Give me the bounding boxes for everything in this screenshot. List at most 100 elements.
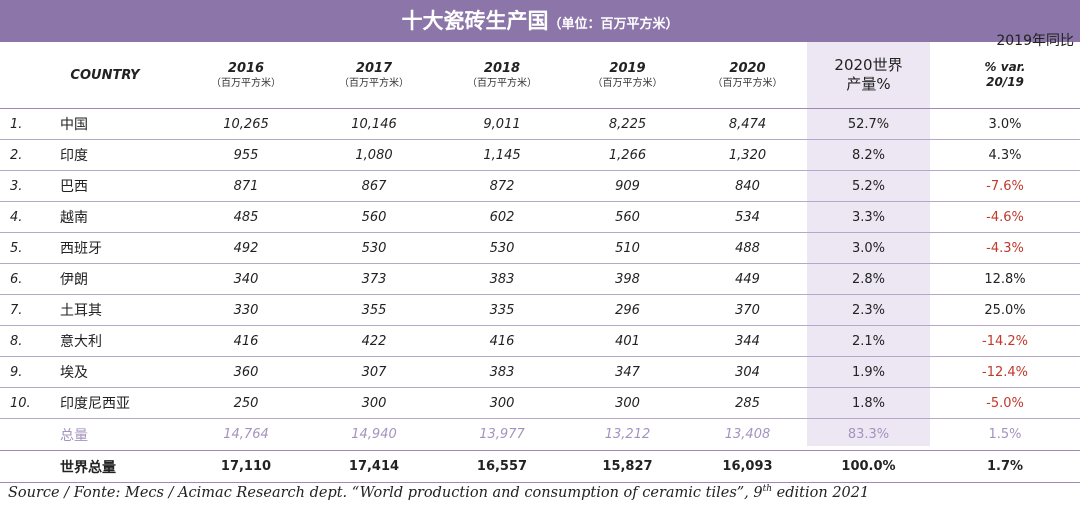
header-var-line1: % var. xyxy=(984,60,1026,74)
value-2020: 488 xyxy=(735,240,760,256)
value-2019: 909 xyxy=(615,178,640,194)
yoy-note: 2019年同比 xyxy=(996,33,1074,49)
table-row: 2. 印度 955 1,080 1,145 1,266 1,320 8.2% 4… xyxy=(0,140,1080,171)
country-name: 印度尼西亚 xyxy=(60,396,130,412)
rank: 2. xyxy=(10,147,23,163)
table-row: 9. 埃及 360 307 383 347 304 1.9% -12.4% xyxy=(0,357,1080,388)
country-name: 巴西 xyxy=(60,179,88,195)
yoy-var: 12.8% xyxy=(984,271,1026,287)
yoy-var: -4.3% xyxy=(986,240,1024,256)
value-2016: 360 xyxy=(233,364,259,380)
header-world-share-line1: 2020世界 xyxy=(834,56,903,74)
header-var-line2: 20/19 xyxy=(986,75,1024,89)
source-note: Source / Fonte: Mecs / Acimac Research d… xyxy=(8,484,869,501)
world-share: 2.8% xyxy=(851,271,886,287)
table-header: COUNTRY 2016 （百万平方米） 2017 （百万平方米） 2018 （… xyxy=(0,42,1080,109)
header-world-share-line2: 产量% xyxy=(846,75,891,93)
world-share: 1.9% xyxy=(851,364,886,380)
value-2019: 300 xyxy=(615,395,640,411)
value-2017: 355 xyxy=(361,302,387,318)
yoy-var: 25.0% xyxy=(984,302,1026,318)
value-2016: 340 xyxy=(233,271,259,287)
world-share-column-highlight xyxy=(807,42,930,446)
value-2016: 250 xyxy=(233,395,259,411)
value-2020: 449 xyxy=(735,271,760,287)
table-row: 4. 越南 485 560 602 560 534 3.3% -4.6% xyxy=(0,202,1080,233)
header-year-2019: 2019 （百万平方米） xyxy=(567,42,688,108)
world-total-label: 世界总量 xyxy=(60,459,116,476)
value-2018: 383 xyxy=(489,271,515,287)
header-year-label: 2016 xyxy=(227,60,265,76)
country-name: 中国 xyxy=(60,117,88,133)
value-2016: 485 xyxy=(233,209,259,225)
value-2020: 285 xyxy=(735,395,760,411)
yoy-var: -5.0% xyxy=(986,395,1024,411)
value-2018: 300 xyxy=(489,395,515,411)
table-title-unit: （单位：百万平方米） xyxy=(548,17,679,32)
value-2018: 335 xyxy=(489,302,515,318)
table-row: 10. 印度尼西亚 250 300 300 300 285 1.8% -5.0% xyxy=(0,388,1080,419)
value-2018: 9,011 xyxy=(483,116,521,132)
header-country: COUNTRY xyxy=(70,67,140,83)
header-year-label: 2020 xyxy=(729,60,766,76)
title-bar: 十大瓷砖生产国（单位：百万平方米） xyxy=(0,0,1080,42)
rank: 7. xyxy=(10,302,23,318)
world-share: 3.0% xyxy=(851,240,886,256)
header-unit: （百万平方米） xyxy=(592,77,663,89)
header-year-label: 2017 xyxy=(355,60,393,76)
country-name: 意大利 xyxy=(60,334,102,350)
header-year-2020: 2020 （百万平方米） xyxy=(688,42,807,108)
source-edition: edition 2021 xyxy=(772,484,870,501)
rank: 8. xyxy=(10,333,23,349)
country-name: 印度 xyxy=(60,148,88,164)
value-2016: 416 xyxy=(233,333,259,349)
header-unit: （百万平方米） xyxy=(467,77,537,89)
total-2020: 13,408 xyxy=(724,427,771,442)
country-name: 越南 xyxy=(60,210,88,226)
value-2017: 560 xyxy=(361,209,387,225)
source-superscript: th xyxy=(762,484,773,494)
rank: 1. xyxy=(10,116,23,132)
world-share: 52.7% xyxy=(847,116,890,132)
yoy-var: -7.6% xyxy=(986,178,1024,194)
total-2018: 13,977 xyxy=(479,427,525,442)
source-text: Source / Fonte: Mecs / Acimac Research d… xyxy=(8,484,763,501)
total-2019: 13,212 xyxy=(604,427,651,442)
world-share: 8.2% xyxy=(851,147,886,163)
value-2020: 840 xyxy=(735,178,760,194)
value-2017: 530 xyxy=(361,240,387,256)
total-var: 1.5% xyxy=(988,427,1022,442)
world-share-total: 100.0% xyxy=(841,459,896,474)
header-unit: （百万平方米） xyxy=(211,77,281,89)
header-year-label: 2018 xyxy=(483,60,521,76)
yoy-var: -14.2% xyxy=(982,333,1028,349)
value-2018: 1,145 xyxy=(483,147,521,163)
table-row: 5. 西班牙 492 530 530 510 488 3.0% -4.3% xyxy=(0,233,1080,264)
value-2019: 8,225 xyxy=(608,116,647,132)
value-2019: 398 xyxy=(615,271,640,287)
header-unit: （百万平方米） xyxy=(712,77,783,89)
total-2017: 14,940 xyxy=(351,427,397,442)
rank: 9. xyxy=(10,364,23,380)
value-2017: 422 xyxy=(361,333,387,349)
rank: 5. xyxy=(10,240,23,256)
header-unit: （百万平方米） xyxy=(339,77,409,89)
value-2019: 1,266 xyxy=(608,147,647,163)
value-2017: 867 xyxy=(361,178,387,194)
rank: 3. xyxy=(10,178,23,194)
country-name: 西班牙 xyxy=(60,241,102,257)
value-2016: 871 xyxy=(233,178,259,194)
rank: 4. xyxy=(10,209,23,225)
yoy-var: -4.6% xyxy=(986,209,1024,225)
total-label: 总量 xyxy=(60,427,88,444)
world-share: 2.3% xyxy=(851,302,886,318)
world-share: 3.3% xyxy=(851,209,886,225)
value-2020: 344 xyxy=(735,333,760,349)
header-world-share: 2020世界 产量% xyxy=(807,42,930,108)
world-2016: 17,110 xyxy=(220,459,272,474)
value-2017: 10,146 xyxy=(351,116,397,132)
world-share: 5.2% xyxy=(851,178,886,194)
value-2017: 300 xyxy=(361,395,387,411)
country-name: 土耳其 xyxy=(60,303,102,319)
